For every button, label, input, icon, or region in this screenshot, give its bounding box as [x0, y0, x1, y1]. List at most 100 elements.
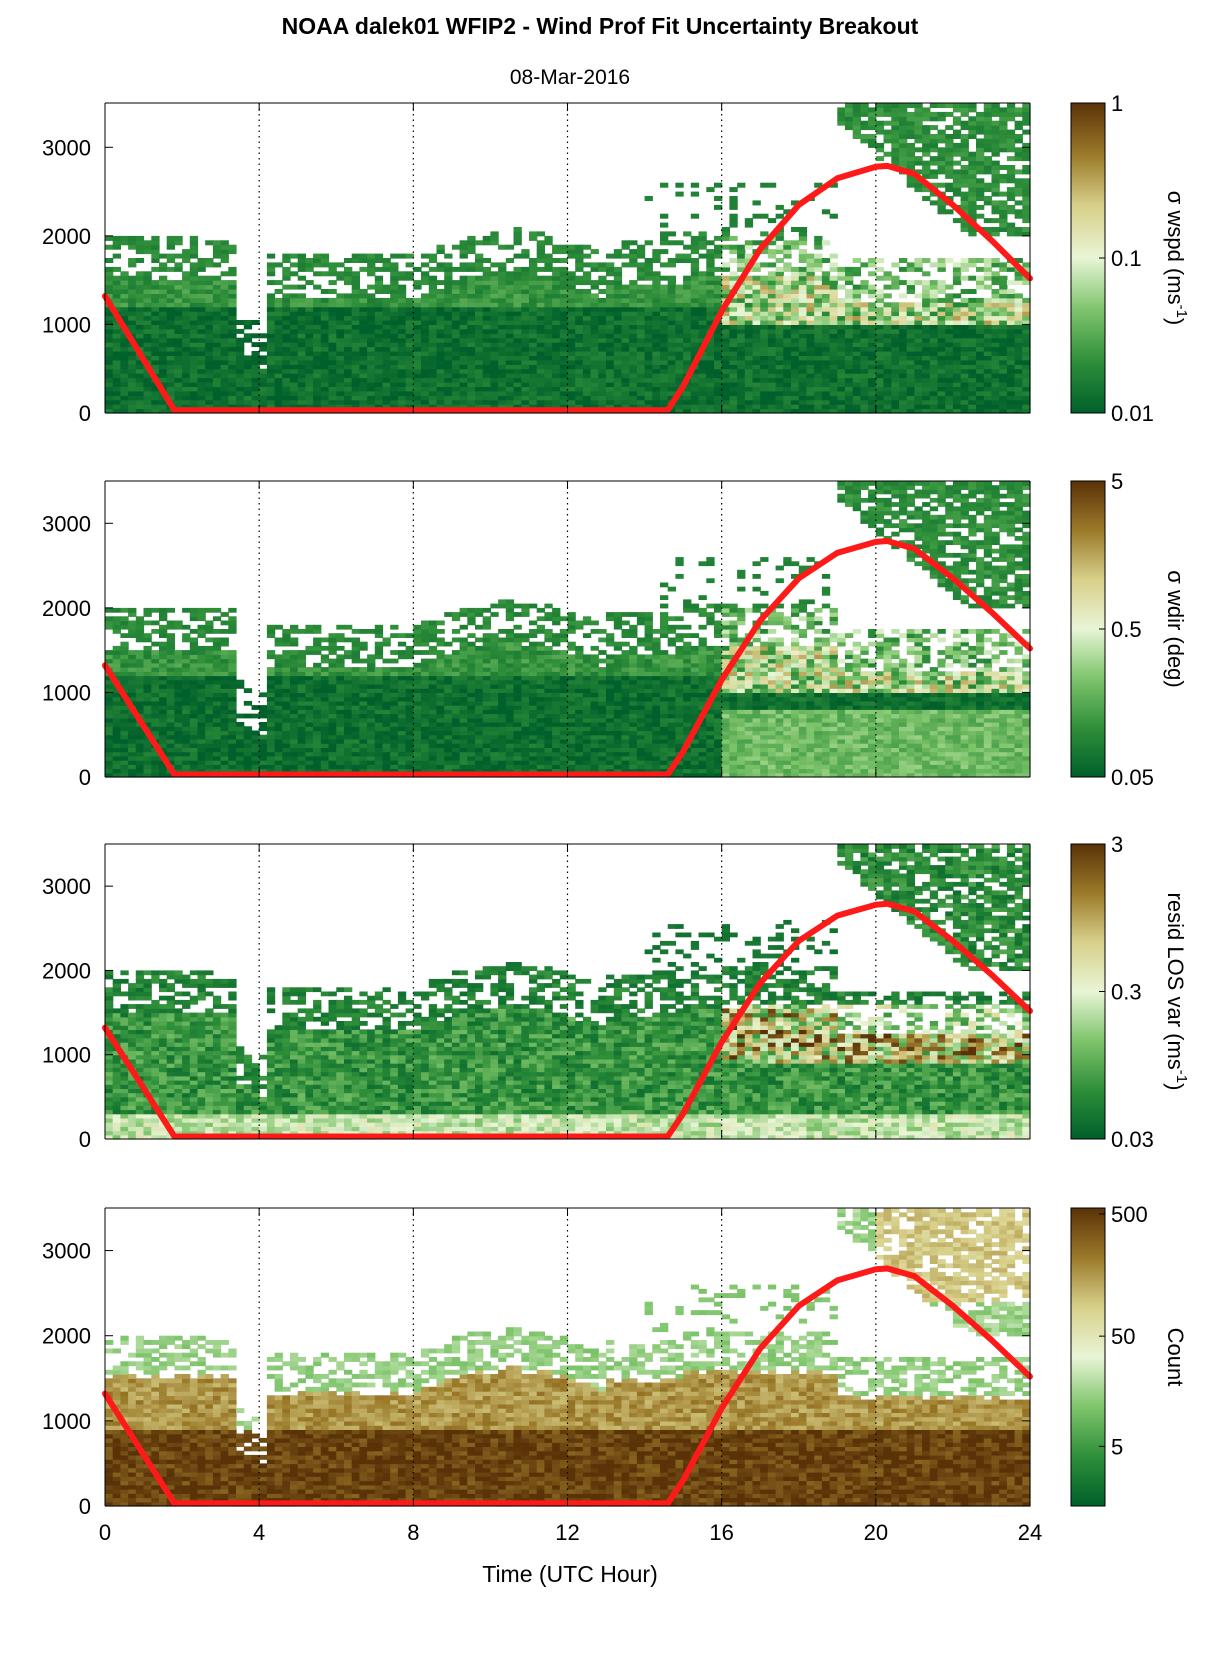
- heatmap-cell: [1014, 297, 1023, 303]
- heatmap-cell: [991, 306, 1000, 312]
- heatmap-cell: [197, 709, 206, 715]
- heatmap-cell: [868, 333, 877, 339]
- heatmap-cell: [174, 743, 183, 748]
- heatmap-cell: [721, 346, 730, 352]
- heatmap-cell: [128, 730, 137, 736]
- heatmap-cell: [205, 386, 214, 392]
- heatmap-cell: [174, 320, 183, 325]
- heatmap-cell: [660, 359, 669, 365]
- heatmap-cell: [105, 700, 114, 706]
- heatmap-cell: [290, 306, 299, 312]
- heatmap-cell: [151, 692, 160, 698]
- heatmap-cell: [837, 364, 846, 370]
- heatmap-cell: [513, 289, 522, 294]
- heatmap-cell: [860, 120, 869, 126]
- heatmap-cell: [783, 315, 792, 321]
- heatmap-cell: [729, 271, 738, 277]
- heatmap-cell: [544, 289, 553, 294]
- heatmap-cell: [367, 399, 376, 405]
- heatmap-cell: [274, 333, 283, 339]
- heatmap-cell: [205, 373, 214, 379]
- heatmap-cell: [983, 404, 993, 410]
- heatmap-cell: [159, 607, 168, 613]
- heatmap-cell: [567, 346, 576, 352]
- heatmap-cell: [960, 328, 969, 334]
- heatmap-cell: [236, 395, 245, 401]
- heatmap-cell: [397, 337, 407, 343]
- heatmap-cell: [444, 351, 453, 356]
- heatmap-cell: [914, 302, 923, 308]
- heatmap-cell: [243, 386, 253, 392]
- heatmap-cell: [151, 717, 160, 723]
- heatmap-cell: [344, 351, 353, 356]
- heatmap-cell: [135, 629, 145, 634]
- heatmap-cell: [983, 284, 993, 290]
- heatmap-cell: [197, 730, 206, 736]
- heatmap-cell: [128, 654, 137, 660]
- heatmap-cell: [968, 297, 977, 303]
- heatmap-cell: [536, 324, 545, 330]
- heatmap-cell: [290, 333, 299, 339]
- heatmap-cell: [644, 337, 653, 343]
- heatmap-cell: [1022, 377, 1031, 383]
- heatmap-cell: [151, 333, 160, 339]
- heatmap-cell: [698, 337, 707, 343]
- heatmap-cell: [937, 368, 946, 374]
- heatmap-cell: [983, 182, 993, 188]
- heatmap-cell: [143, 377, 152, 383]
- heatmap-cell: [220, 311, 229, 317]
- heatmap-cell: [737, 182, 746, 188]
- heatmap-cell: [806, 346, 815, 352]
- heatmap-cell: [521, 275, 530, 281]
- heatmap-cell: [791, 320, 800, 325]
- heatmap-cell: [228, 302, 237, 308]
- heatmap-cell: [968, 355, 977, 361]
- heatmap-cell: [899, 386, 908, 392]
- heatmap-cell: [760, 262, 769, 268]
- heatmap-cell: [451, 284, 461, 290]
- heatmap-cell: [845, 297, 854, 303]
- heatmap-cell: [960, 337, 969, 343]
- heatmap-cell: [421, 377, 430, 383]
- heatmap-cell: [1006, 333, 1016, 339]
- heatmap-cell: [205, 342, 214, 348]
- heatmap-cell: [390, 275, 399, 281]
- heatmap-cell: [544, 395, 553, 401]
- heatmap-cell: [305, 395, 314, 401]
- heatmap-cell: [783, 351, 792, 356]
- heatmap-cell: [351, 355, 360, 361]
- heatmap-cell: [860, 125, 869, 131]
- heatmap-cell: [852, 355, 861, 361]
- heatmap-cell: [1014, 386, 1023, 392]
- heatmap-cell: [906, 280, 915, 286]
- heatmap-cell: [1014, 209, 1023, 215]
- heatmap-cell: [767, 271, 777, 277]
- heatmap-cell: [1006, 306, 1016, 312]
- heatmap-cell: [837, 324, 846, 330]
- heatmap-cell: [135, 364, 145, 370]
- heatmap-cell: [182, 359, 191, 365]
- heatmap-cell: [212, 346, 222, 352]
- heatmap-cell: [135, 726, 145, 732]
- heatmap-cell: [143, 633, 152, 638]
- heatmap-cell: [529, 302, 538, 308]
- heatmap-cell: [960, 306, 969, 312]
- heatmap-cell: [922, 196, 931, 201]
- heatmap-cell: [428, 399, 438, 405]
- heatmap-cell: [444, 328, 453, 334]
- heatmap-cell: [521, 399, 530, 405]
- heatmap-cell: [914, 280, 923, 286]
- heatmap-cell: [883, 404, 892, 410]
- heatmap-cell: [991, 262, 1000, 268]
- heatmap-cell: [212, 311, 222, 317]
- heatmap-cell: [174, 328, 183, 334]
- heatmap-cell: [128, 262, 137, 268]
- heatmap-cell: [991, 218, 1000, 224]
- heatmap-cell: [690, 377, 700, 383]
- heatmap-cell: [644, 382, 653, 387]
- heatmap-cell: [983, 346, 993, 352]
- heatmap-cell: [266, 346, 276, 352]
- heatmap-cell: [336, 320, 345, 325]
- heatmap-cell: [582, 404, 592, 410]
- heatmap-cell: [883, 390, 892, 396]
